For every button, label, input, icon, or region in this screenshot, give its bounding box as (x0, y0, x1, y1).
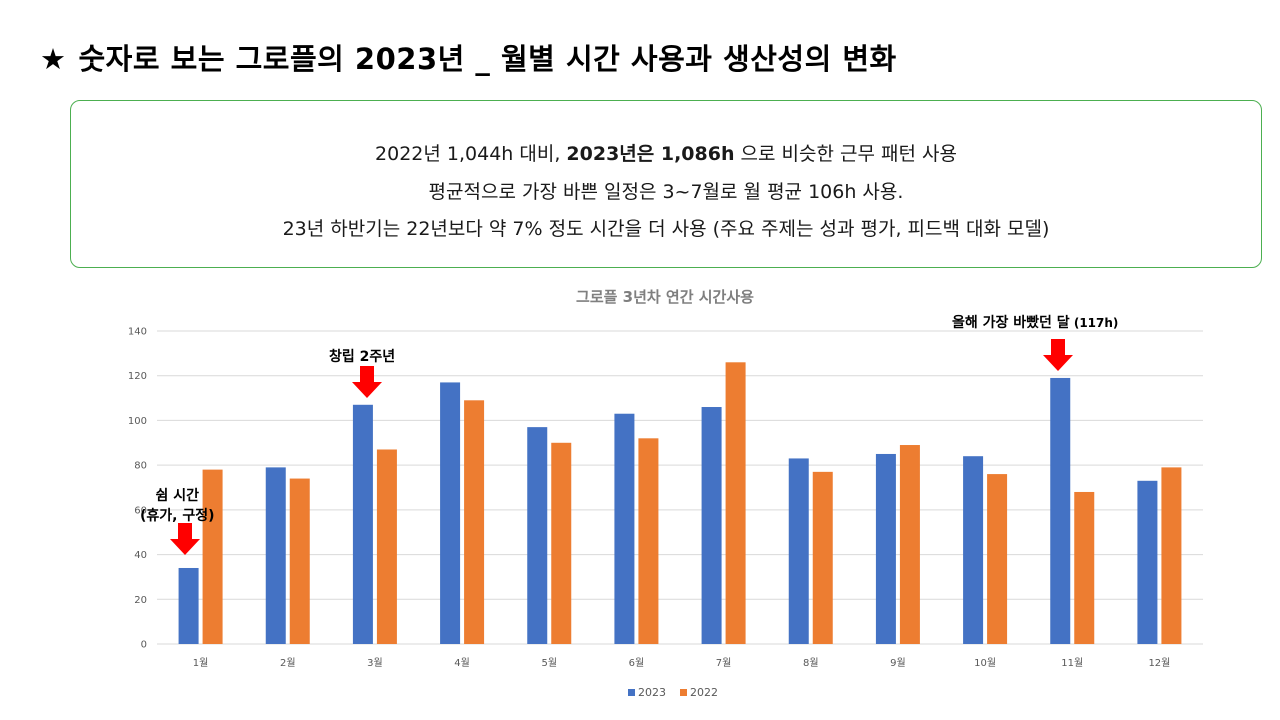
annotation-busiest-month: 올해 가장 바빴던 달 (117h) (952, 312, 1118, 332)
legend-item-2023: 2023 (628, 686, 666, 699)
annotation-rest-line-1: 쉼 시간 (155, 488, 200, 504)
bar-2022-1 (202, 469, 223, 644)
legend-label-2023: 2023 (638, 686, 666, 699)
y-tick-label: 140 (128, 327, 147, 338)
bar-2023-7 (701, 407, 722, 644)
y-tick-label: 120 (128, 371, 147, 382)
bar-2023-5 (527, 427, 548, 644)
down-arrow-icon (170, 523, 200, 555)
y-tick-label: 60 (134, 505, 147, 516)
page-title: ★ 숫자로 보는 그로플의 2023년 _ 월별 시간 사용과 생산성의 변화 (40, 36, 897, 78)
bar-2023-11 (1050, 377, 1071, 644)
x-tick-label: 6월 (629, 657, 645, 669)
bar-2022-12 (1161, 467, 1182, 644)
bar-2022-5 (551, 442, 572, 644)
annotation-rest-line-2: (휴가, 구정) (140, 508, 215, 524)
y-tick-label: 20 (134, 595, 147, 606)
bar-2023-8 (788, 458, 809, 644)
summary-line-1-a: 2022년 1,044h 대비, (375, 143, 567, 165)
bar-2023-1 (178, 567, 199, 644)
star-icon: ★ (40, 42, 67, 76)
x-tick-label: 7월 (716, 657, 732, 669)
bar-2023-4 (440, 382, 461, 644)
bar-2023-6 (614, 413, 635, 644)
y-tick-label: 100 (128, 416, 147, 427)
annotation-anniversary: 창립 2주년 (329, 349, 396, 365)
bar-2022-7 (725, 362, 746, 644)
bar-2022-8 (812, 471, 833, 644)
x-tick-label: 12월 (1148, 657, 1170, 669)
summary-line-1-bold: 2023년은 1,086h (566, 143, 735, 165)
summary-box: 2022년 1,044h 대비, 2023년은 1,086h 으로 비슷한 근무… (70, 100, 1262, 268)
legend-item-2022: 2022 (680, 686, 718, 699)
x-tick-label: 8월 (803, 657, 819, 669)
bar-2022-9 (899, 445, 920, 644)
legend-swatch-2022 (680, 689, 687, 696)
page-title-text: 숫자로 보는 그로플의 2023년 _ 월별 시간 사용과 생산성의 변화 (78, 42, 897, 76)
x-tick-label: 5월 (541, 657, 557, 669)
bar-2023-10 (963, 456, 984, 644)
chart-title: 그로플 3년차 연간 시간사용 (576, 288, 754, 306)
bar-2022-11 (1074, 491, 1095, 644)
x-tick-label: 10월 (974, 657, 996, 669)
bar-2022-4 (464, 400, 485, 644)
annotation-busiest-main: 올해 가장 바빴던 달 (952, 315, 1070, 331)
x-tick-label: 4월 (454, 657, 470, 669)
down-arrow-icon (1043, 339, 1073, 371)
bar-2023-9 (875, 453, 896, 644)
summary-line-3: 23년 하반기는 22년보다 약 7% 정도 시간을 더 사용 (주요 주제는 … (282, 218, 1050, 240)
x-tick-label: 11월 (1061, 657, 1083, 669)
annotation-rest-time: 쉼 시간 (휴가, 구정) (140, 486, 215, 526)
summary-line-1: 2022년 1,044h 대비, 2023년은 1,086h 으로 비슷한 근무… (71, 139, 1261, 166)
x-tick-label: 9월 (890, 657, 906, 669)
legend-label-2022: 2022 (690, 686, 718, 699)
bar-2022-6 (638, 438, 659, 644)
x-tick-label: 1월 (193, 657, 209, 669)
bar-2022-10 (987, 474, 1008, 644)
y-tick-label: 40 (134, 550, 147, 561)
bar-2022-2 (289, 478, 310, 644)
summary-line-1-c: 으로 비슷한 근무 패턴 사용 (734, 143, 957, 165)
chart-legend: 2023 2022 (628, 686, 718, 699)
x-tick-label: 2월 (280, 657, 296, 669)
summary-line-2: 평균적으로 가장 바쁜 일정은 3~7월로 월 평균 106h 사용. (428, 181, 904, 203)
bar-2023-2 (265, 467, 286, 644)
down-arrow-icon (352, 366, 382, 398)
bar-2022-3 (376, 449, 397, 644)
annotation-busiest-value: (117h) (1069, 316, 1119, 330)
legend-swatch-2023 (628, 689, 635, 696)
y-tick-label: 0 (141, 640, 147, 651)
y-tick-label: 80 (134, 461, 147, 472)
bar-2023-3 (352, 404, 373, 644)
bar-2023-12 (1137, 480, 1158, 644)
x-tick-label: 3월 (367, 657, 383, 669)
